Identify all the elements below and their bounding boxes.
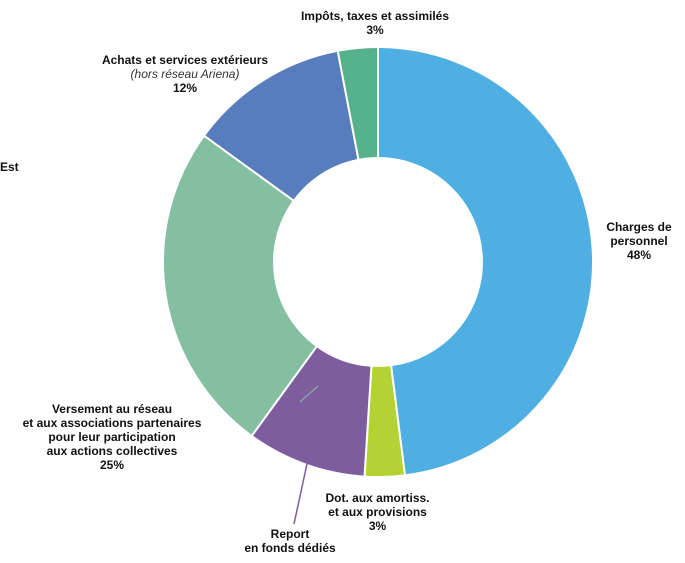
label-dot-pct: 3% — [368, 519, 387, 533]
label-dot-line1: Dot. aux amortiss. — [325, 491, 430, 505]
label-impots-name: Impôts, taxes et assimilés — [300, 9, 450, 23]
label-impots: Impôts, taxes et assimilés 3% — [250, 9, 500, 37]
label-charges-line1: Charges de — [606, 220, 672, 234]
label-versement: Versement au réseau et aux associations … — [4, 402, 220, 472]
label-est: Est — [0, 160, 19, 174]
donut-slice-0 — [377, 45, 594, 477]
label-versement-line1: Versement au réseau — [51, 402, 173, 416]
label-achats-sub: (hors réseau Ariena) — [130, 67, 240, 81]
donut-slice-3 — [162, 134, 319, 438]
donut-slice-5 — [336, 45, 379, 162]
label-dot: Dot. aux amortiss. et aux provisions 3% — [300, 491, 455, 533]
label-charges-pct: 48% — [626, 248, 652, 262]
label-impots-pct: 3% — [366, 23, 384, 37]
label-achats-name: Achats et services extérieurs — [101, 53, 269, 67]
label-versement-line2: et aux associations partenaires — [22, 416, 202, 430]
donut-slices — [162, 45, 594, 478]
label-dot-line2: et aux provisions — [328, 505, 427, 519]
label-versement-pct: 25% — [99, 458, 125, 472]
label-report-line1: Report — [270, 527, 310, 541]
label-achats-pct: 12% — [172, 81, 198, 95]
label-report-line2: en fonds dédiés — [244, 541, 336, 555]
label-versement-line3: pour leur participation — [48, 430, 176, 444]
leader-line-report — [293, 449, 311, 525]
label-versement-line4: aux actions collectives — [46, 444, 178, 458]
label-charges: Charges de personnel 48% — [593, 220, 685, 262]
label-achats: Achats et services extérieurs (hors rése… — [70, 53, 300, 95]
label-report: Report en fonds dédiés — [220, 527, 360, 555]
leader-line-versement — [299, 385, 319, 403]
label-est-text: Est — [0, 160, 19, 174]
label-charges-line2: personnel — [610, 234, 668, 248]
